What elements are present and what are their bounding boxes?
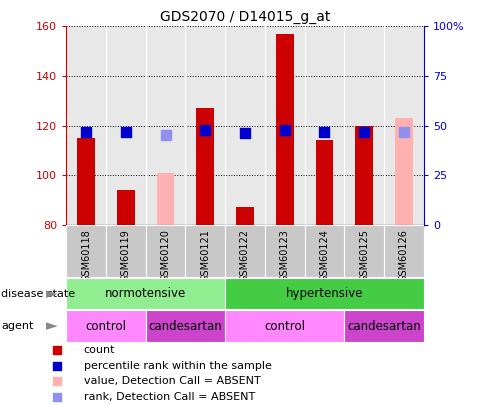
Bar xyxy=(185,225,225,277)
Point xyxy=(241,130,249,137)
Bar xyxy=(77,138,95,225)
Text: GSM60119: GSM60119 xyxy=(121,229,131,282)
Bar xyxy=(276,34,294,225)
Bar xyxy=(146,225,185,277)
Point xyxy=(82,128,90,135)
Bar xyxy=(305,225,344,277)
Text: candesartan: candesartan xyxy=(148,320,222,333)
Text: GSM60126: GSM60126 xyxy=(399,229,409,282)
Bar xyxy=(66,278,225,309)
Text: GSM60123: GSM60123 xyxy=(280,229,290,282)
Bar xyxy=(316,141,333,225)
Text: ►: ► xyxy=(46,318,58,334)
Point xyxy=(281,126,289,133)
Bar xyxy=(225,311,344,341)
Bar xyxy=(106,225,146,277)
Text: hypertensive: hypertensive xyxy=(286,287,363,300)
Point xyxy=(360,128,368,135)
Text: value, Detection Call = ABSENT: value, Detection Call = ABSENT xyxy=(84,377,261,386)
Point xyxy=(400,128,408,135)
Text: GSM60120: GSM60120 xyxy=(161,229,171,282)
Text: rank, Detection Call = ABSENT: rank, Detection Call = ABSENT xyxy=(84,392,255,402)
Text: count: count xyxy=(84,345,115,355)
Bar xyxy=(344,311,424,341)
Point xyxy=(368,156,376,163)
Point xyxy=(368,14,376,20)
Bar xyxy=(157,173,174,225)
Bar xyxy=(117,190,135,225)
Bar xyxy=(225,225,265,277)
Bar xyxy=(344,225,384,277)
Text: GSM60118: GSM60118 xyxy=(81,229,91,282)
Bar xyxy=(355,126,373,225)
Bar xyxy=(236,207,254,225)
Bar xyxy=(265,225,305,277)
Bar xyxy=(196,108,214,225)
Bar xyxy=(146,311,225,341)
Bar xyxy=(384,225,424,277)
Bar xyxy=(395,118,413,225)
Point xyxy=(201,126,209,133)
Text: normotensive: normotensive xyxy=(105,287,186,300)
Text: control: control xyxy=(264,320,305,333)
Text: candesartan: candesartan xyxy=(347,320,421,333)
Title: GDS2070 / D14015_g_at: GDS2070 / D14015_g_at xyxy=(160,10,330,24)
Text: percentile rank within the sample: percentile rank within the sample xyxy=(84,361,271,371)
Bar xyxy=(66,311,146,341)
Point xyxy=(162,132,170,139)
Point xyxy=(320,128,328,135)
Text: GSM60125: GSM60125 xyxy=(359,229,369,282)
Point xyxy=(122,128,130,135)
Text: disease state: disease state xyxy=(1,289,75,298)
Text: agent: agent xyxy=(1,321,33,331)
Text: control: control xyxy=(85,320,126,333)
Point xyxy=(368,299,376,305)
Bar xyxy=(66,225,106,277)
Text: GSM60124: GSM60124 xyxy=(319,229,329,282)
Bar xyxy=(225,278,424,309)
Text: GSM60122: GSM60122 xyxy=(240,229,250,282)
Text: ►: ► xyxy=(46,286,58,301)
Text: GSM60121: GSM60121 xyxy=(200,229,210,282)
